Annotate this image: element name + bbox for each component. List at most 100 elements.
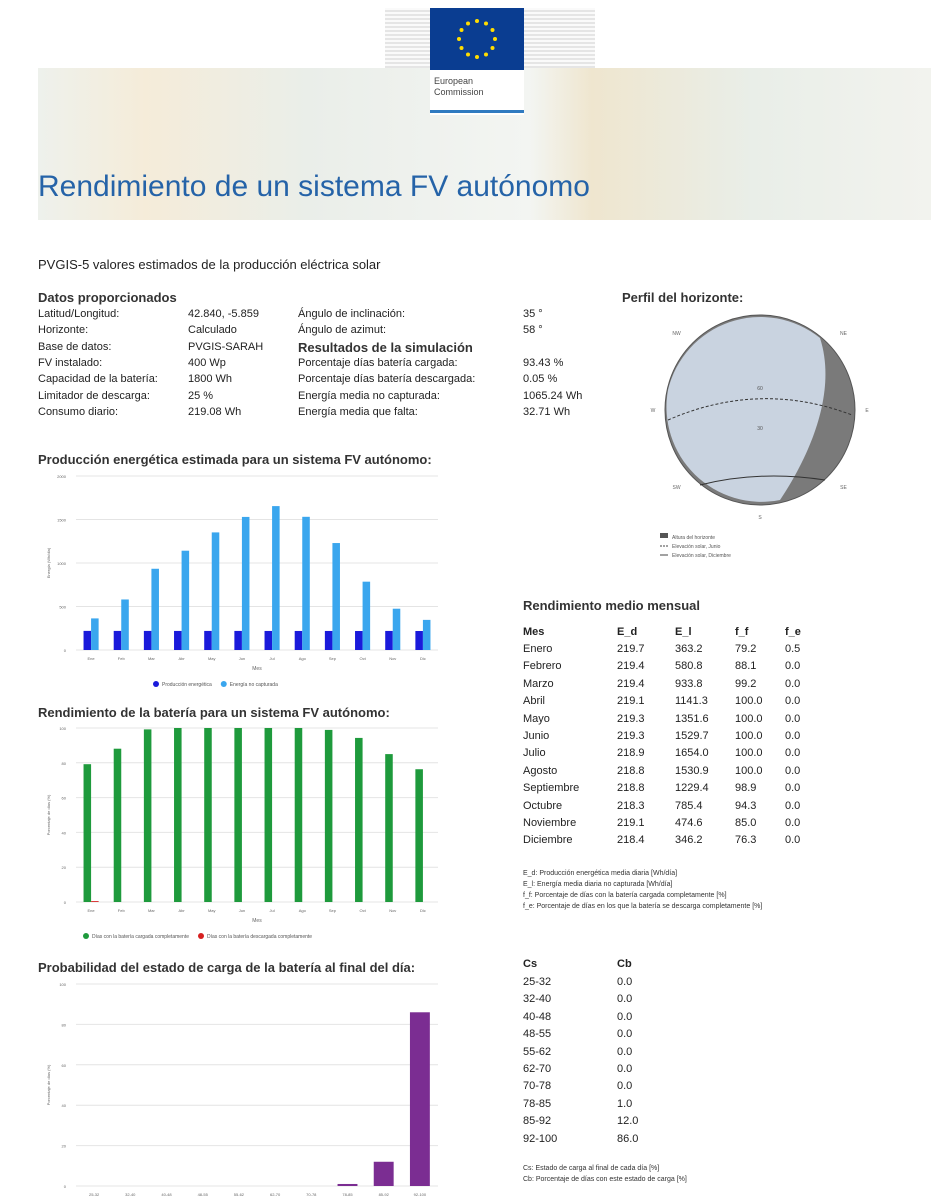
direction-label: SE [840,485,847,491]
table-header: Cb [617,958,632,970]
bar [121,599,129,650]
logo-underline [430,110,524,113]
input-value: 1800 Wh [188,373,232,385]
page-title: Rendimiento de un sistema FV autónomo [38,170,590,204]
table-cell: 0.5 [785,643,800,655]
legend-swatch [660,533,668,538]
table-cell: 62-70 [523,1063,551,1075]
bar [393,609,401,650]
x-tick-label: 85-92 [379,1192,390,1197]
chart-title: Producción energética estimada para un s… [38,452,432,467]
table-cell: 86.0 [617,1133,638,1145]
y-tick-label: 0 [64,1184,67,1189]
bar [242,517,250,650]
bar [410,1012,430,1186]
bar [174,728,182,902]
y-tick-label: 0 [64,648,67,653]
y-tick-label: 40 [62,830,67,835]
table-cell: 785.4 [675,800,703,812]
table-note: Cb: Porcentaje de días con este estado d… [523,1176,687,1183]
bar [385,631,393,650]
section-title: Resultados de la simulación [298,340,473,355]
bar [84,631,92,650]
table-header: f_e [785,626,801,638]
x-tick-label: 62-70 [270,1192,281,1197]
x-tick-label: 40-48 [161,1192,172,1197]
table-cell: 100.0 [735,695,763,707]
x-tick-label: Oct [359,908,366,913]
table-cell: 1654.0 [675,747,709,759]
flag-field [430,8,524,70]
x-tick-label: Ene [88,656,96,661]
table-note: E_d: Producción energética media diaria … [523,870,677,877]
y-tick-label: 20 [62,865,67,870]
input-label: Base de datos: [38,341,111,353]
bar [325,730,333,902]
input-value: 25 % [188,390,213,402]
direction-label: SW [673,485,681,491]
x-axis-label: Mes [252,918,262,924]
table-cell: 85.0 [735,817,756,829]
table-cell: 218.9 [617,747,645,759]
bar [234,728,242,902]
table-cell: 94.3 [735,800,756,812]
table-note: E_l: Energía media diaria no capturada [… [523,881,672,888]
table-cell: 92-100 [523,1133,557,1145]
bar [182,551,190,650]
x-tick-label: May [208,656,216,661]
table-cell: 0.0 [785,678,800,690]
direction-label: N [758,305,762,307]
legend-swatch [83,933,89,939]
chart-title: Rendimiento de la batería para un sistem… [38,705,390,720]
bar [114,631,122,650]
param-label: Ángulo de inclinación: [298,308,405,320]
x-tick-label: Jun [239,656,245,661]
x-tick-label: Abr [178,656,185,661]
y-tick-label: 40 [62,1103,67,1108]
bar [114,749,122,902]
table-cell: 0.0 [785,817,800,829]
table-cell: 99.2 [735,678,756,690]
table-cell: 218.3 [617,800,645,812]
table-cell: 219.7 [617,643,645,655]
x-tick-label: Dic [420,908,426,913]
table-note: Cs: Estado de carga al final de cada día… [523,1165,659,1172]
table-cell: 0.0 [785,747,800,759]
result-label: Porcentaje días batería cargada: [298,357,458,369]
bar [151,569,159,650]
table-cell: Junio [523,730,549,742]
x-tick-label: Ene [88,908,96,913]
direction-label: W [651,408,656,414]
table-cell: 0.0 [617,993,632,1005]
table-cell: 0.0 [785,730,800,742]
bar [144,729,152,902]
y-tick-label: 0 [64,900,67,905]
legend-label: Producción energética [162,682,212,688]
bar [204,631,212,650]
x-tick-label: Dic [420,656,426,661]
y-tick-label: 500 [59,605,66,610]
direction-label: S [758,515,762,521]
ring-label: 30 [757,426,763,432]
table-cell: 0.0 [785,713,800,725]
result-value: 93.43 % [523,357,563,369]
table-cell: 1529.7 [675,730,709,742]
table-header: Mes [523,626,544,638]
table-cell: Julio [523,747,546,759]
y-axis-label: Porcentaje de días (%) [46,1064,51,1105]
table-cell: 12.0 [617,1115,638,1127]
y-axis-label: Energía (Wh/día) [46,547,51,578]
x-tick-label: Sep [329,656,337,661]
horizon-chart: NNEESESSWWNW6030Altura del horizonteElev… [640,305,880,575]
x-tick-label: Feb [118,656,126,661]
x-tick-label: Mar [148,656,156,661]
bar [302,517,310,650]
y-tick-label: 1000 [57,561,67,566]
input-value: 219.08 Wh [188,406,241,418]
bar [265,631,273,650]
x-tick-label: May [208,908,216,913]
table-cell: 55-62 [523,1046,551,1058]
input-label: Capacidad de la batería: [38,373,158,385]
table-cell: Febrero [523,660,562,672]
